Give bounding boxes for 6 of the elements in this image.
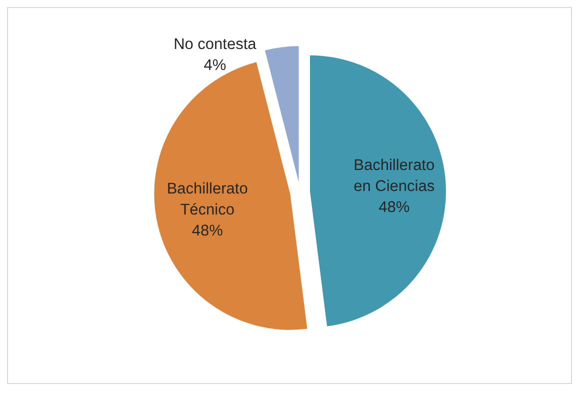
- slice-label: No contesta: [174, 36, 257, 53]
- data-label: 4%: [204, 56, 226, 74]
- data-label: 48%: [192, 222, 224, 240]
- slice-label: Bachillerato Técnico: [166, 180, 248, 219]
- slice-label: Bachillerato en Ciencias: [354, 157, 435, 196]
- data-label: 48%: [378, 199, 410, 216]
